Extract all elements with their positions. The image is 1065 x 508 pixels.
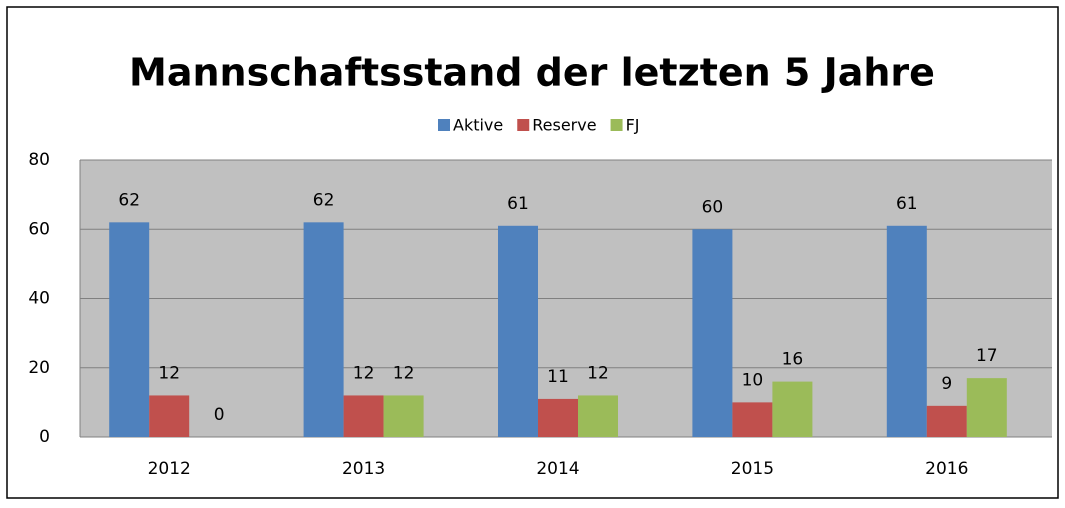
legend-label: Aktive	[453, 116, 503, 135]
data-label: 9	[941, 374, 952, 394]
bar	[498, 225, 538, 437]
y-tick-label: 40	[28, 289, 50, 309]
y-tick-label: 20	[28, 358, 50, 378]
data-label: 62	[118, 190, 140, 210]
bar	[109, 222, 150, 437]
data-label: 17	[976, 346, 998, 366]
bar	[692, 229, 733, 437]
chart-title: Mannschaftsstand der letzten 5 Jahre	[129, 51, 935, 95]
bar	[732, 402, 773, 437]
bar	[149, 395, 190, 437]
legend-label: Reserve	[532, 116, 596, 135]
bar	[926, 405, 967, 437]
bar	[303, 222, 344, 437]
data-label: 11	[547, 367, 569, 387]
x-tick-label: 2013	[342, 459, 385, 479]
data-label: 12	[158, 363, 180, 383]
data-label: 61	[896, 194, 918, 214]
data-label: 10	[742, 370, 764, 390]
x-tick-label: 2016	[925, 459, 968, 479]
bar	[383, 395, 424, 437]
y-tick-label: 80	[28, 150, 50, 170]
bar	[966, 378, 1007, 437]
legend-label: FJ	[626, 116, 640, 135]
x-tick-label: 2015	[731, 459, 774, 479]
data-label: 12	[393, 363, 415, 383]
legend: Aktive Reserve FJ	[438, 116, 639, 135]
bar	[886, 225, 927, 437]
x-tick-label: 2014	[536, 459, 579, 479]
data-label: 16	[782, 350, 804, 370]
legend-swatch	[610, 119, 623, 131]
data-label: 0	[214, 405, 225, 425]
y-tick-label: 60	[28, 219, 50, 239]
data-label: 12	[353, 363, 375, 383]
data-label: 12	[587, 363, 609, 383]
bar	[578, 395, 618, 437]
bar	[772, 381, 813, 437]
y-tick-label: 0	[39, 427, 50, 447]
legend-swatch	[517, 119, 530, 131]
bar	[343, 395, 384, 437]
x-tick-label: 2012	[148, 459, 191, 479]
data-label: 61	[507, 194, 529, 214]
data-label: 62	[313, 190, 335, 210]
legend-swatch	[438, 119, 450, 131]
bar	[538, 398, 578, 437]
data-label: 60	[702, 197, 724, 217]
